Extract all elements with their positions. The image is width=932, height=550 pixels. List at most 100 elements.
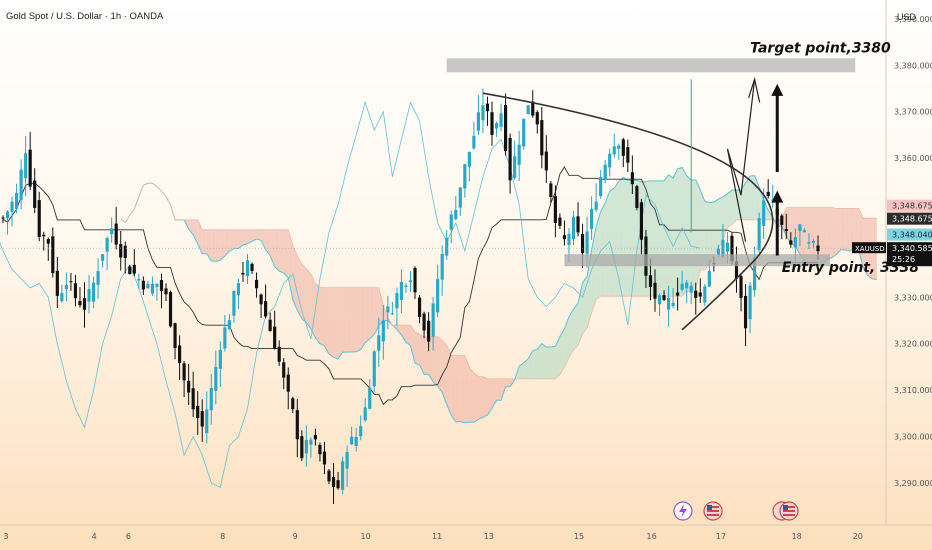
last-price-tag	[887, 242, 932, 267]
cloud-segment	[347, 287, 352, 353]
candle-body	[19, 169, 23, 200]
price-tag	[887, 212, 932, 225]
candle-body	[431, 303, 435, 337]
kijun-line	[2, 166, 818, 406]
cloud-segment	[329, 287, 334, 358]
cloud-segment	[369, 287, 375, 339]
event-icons[interactable]	[673, 501, 799, 521]
pattern-arc[interactable]	[482, 92, 774, 331]
cloud-segment	[374, 287, 379, 335]
cloud-segment	[319, 286, 325, 347]
cloud-segment	[238, 229, 243, 249]
target-zone[interactable]	[446, 58, 856, 73]
candle-body	[535, 112, 539, 125]
candle-body	[191, 388, 195, 410]
candle-body	[626, 147, 630, 163]
price-tag	[887, 228, 932, 241]
time-axis[interactable]: 3 4 6 8 9 10 11 13 15 16 17 18 20	[4, 532, 863, 541]
cloud-segment	[587, 250, 592, 328]
cloud-segment	[274, 229, 280, 272]
cloud-segment	[849, 208, 855, 251]
cloud-segment	[310, 274, 316, 338]
x-tick-label: 9	[293, 532, 298, 541]
cloud-segment	[424, 336, 429, 375]
y-tick-label: 3,330.000	[894, 293, 932, 302]
cloud-segment	[673, 168, 678, 297]
candle-body	[449, 214, 453, 230]
currency-label[interactable]: USD	[897, 12, 917, 22]
candle-body	[300, 436, 304, 459]
candle-body	[128, 266, 132, 275]
cloud-segment	[193, 219, 198, 244]
candle-body	[571, 216, 576, 240]
cloud-segment	[591, 226, 597, 313]
senkou-span-b-line	[120, 182, 877, 380]
candle-body	[386, 306, 390, 313]
cloud-segment	[492, 378, 497, 409]
cloud-segment	[473, 372, 479, 423]
price-tag-text: 3,348.675	[892, 202, 932, 211]
entry-zone[interactable]	[564, 254, 830, 267]
candle-body	[467, 151, 471, 167]
cloud-segment	[233, 229, 239, 249]
chart-title: Gold Spot / U.S. Dollar · 1h · OANDA	[6, 11, 164, 22]
candle-body	[594, 201, 598, 210]
candle-body	[725, 242, 730, 252]
candle-body	[24, 153, 28, 179]
cloud-segment	[691, 179, 696, 292]
candle-body	[254, 279, 259, 289]
candle-body	[223, 327, 227, 349]
candle-body	[5, 211, 10, 219]
candle-body	[816, 245, 820, 252]
candle-body	[327, 470, 331, 482]
candle-body	[739, 276, 743, 298]
candle-body	[621, 139, 625, 156]
cloud-segment	[731, 190, 737, 225]
projection-arrowhead	[748, 76, 761, 103]
candle-body	[503, 105, 508, 152]
candle-body	[110, 228, 114, 235]
cloud-segment	[582, 276, 588, 334]
cloud-segment	[668, 174, 674, 297]
candle-body	[526, 105, 530, 115]
candle-body	[599, 177, 603, 197]
projection-path[interactable]	[726, 79, 756, 242]
candle-body	[567, 233, 571, 246]
y-tick-label: 3,290.000	[894, 479, 932, 488]
cloud-segment	[718, 196, 723, 249]
drawings: Target point,3380 Entry point, 3338	[0, 40, 919, 331]
candle-body	[481, 105, 485, 121]
symbol-tag[interactable]	[852, 242, 886, 254]
cloud-segment	[804, 207, 809, 265]
cloud-segment	[655, 180, 660, 297]
candle-body	[653, 282, 657, 299]
candle-body	[318, 444, 322, 455]
candle-body	[553, 196, 557, 223]
candle-body	[630, 172, 634, 185]
candle-body	[494, 123, 499, 129]
candle-body	[368, 387, 372, 409]
candle-body	[114, 223, 118, 245]
x-tick-label: 6	[126, 532, 131, 541]
cloud-segment	[365, 287, 370, 343]
candle-body	[576, 216, 580, 233]
cloud-segment	[487, 378, 492, 415]
candle-body	[105, 238, 109, 252]
cloud-segment	[306, 268, 311, 329]
cloud-segment	[464, 355, 470, 423]
cloud-segment	[455, 355, 461, 422]
cloud-segment	[342, 287, 348, 353]
cloud-segment	[555, 336, 560, 379]
candle-body	[798, 224, 802, 231]
up-arrow-upper-head	[771, 83, 784, 96]
candle-body	[304, 439, 308, 454]
cloud-segment	[428, 336, 434, 382]
cloud-segment	[822, 207, 828, 265]
candle-body	[671, 302, 675, 306]
candle-body	[558, 217, 562, 226]
candle-body	[164, 288, 168, 295]
cloud-segment	[532, 349, 538, 379]
cloud-segment	[256, 229, 262, 241]
cloud-segment	[609, 188, 615, 297]
